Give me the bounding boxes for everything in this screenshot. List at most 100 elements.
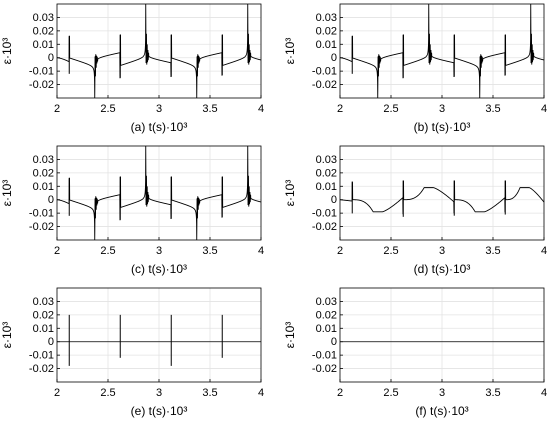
panel-caption: (a) t(s)·10³ <box>131 120 188 134</box>
y-tick-label: 0.02 <box>316 25 337 37</box>
y-tick-label: 0.01 <box>316 181 337 193</box>
x-axis-label: t(s)·10³ <box>149 120 188 134</box>
y-tick-label: 0.03 <box>33 296 54 308</box>
y-tick-label: 0.01 <box>33 39 54 51</box>
y-tick-label: -0.02 <box>29 79 54 91</box>
y-tick-label: 0 <box>48 194 54 206</box>
y-tick-label: -0.01 <box>29 350 54 362</box>
x-tick-label: 2.5 <box>100 103 115 115</box>
y-tick-label: -0.01 <box>312 208 337 220</box>
chart-panel-f: 2 2.5 3 3.5 4 -0.02-0.01 00.01 0.020.03 ε·10³ (f)… <box>283 287 547 418</box>
x-tick-label: 4 <box>541 103 547 115</box>
data-series-line <box>339 3 545 99</box>
y-axis-label: ε·10³ <box>0 180 14 207</box>
x-axis-label: t(s)·10³ <box>432 120 471 134</box>
y-tick-label: 0.02 <box>316 309 337 321</box>
y-tick-label: -0.02 <box>29 221 54 233</box>
y-tick-label: -0.02 <box>312 221 337 233</box>
chart-panel-b: 2 2.5 3 3.5 4 -0.02-0.01 00.01 0.020.03 ε·10³ (b)… <box>283 3 547 134</box>
x-tick-label: 2 <box>54 103 60 115</box>
y-tick-label: 0.03 <box>316 296 337 308</box>
y-tick-label: -0.01 <box>29 66 54 78</box>
panel-label: (c) <box>131 262 148 276</box>
panel-label: (e) <box>131 404 149 418</box>
y-tick-label: 0.03 <box>316 12 337 24</box>
y-tick-label: 0.03 <box>33 154 54 166</box>
x-axis-label: t(s)·10³ <box>149 404 188 418</box>
chart-panel-d: 2 2.5 3 3.5 4 -0.02-0.01 00.01 0.020.03 ε·10³ (d)… <box>283 145 547 276</box>
y-tick-label: -0.01 <box>312 350 337 362</box>
panel-label: (b) <box>414 120 432 134</box>
grid-lines <box>57 146 261 240</box>
panel-caption: (c) t(s)·10³ <box>131 262 187 276</box>
y-tick-label: 0.02 <box>33 167 54 179</box>
x-tick-label: 2 <box>337 245 343 257</box>
x-tick-label: 3 <box>439 103 445 115</box>
x-tick-label: 3.5 <box>202 245 217 257</box>
x-tick-label: 2 <box>54 245 60 257</box>
x-tick-label: 3.5 <box>485 245 500 257</box>
x-tick-label: 3.5 <box>202 103 217 115</box>
chart-panel-c: 2 2.5 3 3.5 4 -0.02-0.01 00.01 0.020.03 ε·10³ (c)… <box>0 145 264 276</box>
y-tick-label: 0 <box>331 194 337 206</box>
x-tick-label: 2.5 <box>100 387 115 399</box>
x-tick-label: 3 <box>156 245 162 257</box>
x-tick-label: 4 <box>258 103 264 115</box>
x-tick-label: 3 <box>439 245 445 257</box>
grid-lines <box>340 146 544 240</box>
panels-group: 2 2.5 3 3.5 4-0.02-0.0100.010.020.03ε·10³(a)… <box>0 3 547 418</box>
y-tick-label: 0.01 <box>316 323 337 335</box>
y-tick-label: 0.02 <box>316 167 337 179</box>
y-tick-label: 0 <box>48 52 54 64</box>
y-tick-label: 0.01 <box>316 39 337 51</box>
x-tick-label: 3 <box>156 387 162 399</box>
y-axis-label: ε·10³ <box>283 180 297 207</box>
x-axis-label: t(s)·10³ <box>432 262 471 276</box>
panel-label: (d) <box>414 262 432 276</box>
panel-caption: (e) t(s)·10³ <box>131 404 188 418</box>
x-tick-label: 2 <box>337 387 343 399</box>
y-tick-label: 0.03 <box>33 12 54 24</box>
y-axis-label: ε·10³ <box>283 38 297 65</box>
x-tick-label: 2.5 <box>383 387 398 399</box>
panel-label: (a) <box>131 120 149 134</box>
y-axis-label: ε·10³ <box>0 322 14 349</box>
y-tick-label: 0.02 <box>33 309 54 321</box>
panel-caption: (f) t(s)·10³ <box>415 404 468 418</box>
x-tick-label: 4 <box>541 387 547 399</box>
y-tick-label: 0 <box>48 336 54 348</box>
y-tick-label: -0.02 <box>312 79 337 91</box>
x-tick-label: 2.5 <box>383 245 398 257</box>
x-axis-label: t(s)·10³ <box>430 404 469 418</box>
x-tick-label: 4 <box>258 387 264 399</box>
x-tick-label: 2 <box>337 103 343 115</box>
x-tick-label: 3 <box>439 387 445 399</box>
x-tick-label: 4 <box>258 245 264 257</box>
y-tick-label: 0 <box>331 336 337 348</box>
x-tick-label: 3 <box>156 103 162 115</box>
x-tick-label: 3.5 <box>202 387 217 399</box>
y-tick-label: 0.01 <box>33 323 54 335</box>
data-series-line <box>56 145 262 241</box>
x-axis-label: t(s)·10³ <box>148 262 187 276</box>
x-tick-label: 2.5 <box>383 103 398 115</box>
y-tick-label: -0.01 <box>29 208 54 220</box>
y-tick-label: 0.01 <box>33 181 54 193</box>
grid-lines <box>340 4 544 98</box>
y-tick-label: 0.02 <box>33 25 54 37</box>
chart-panel-e: 2 2.5 3 3.5 4 -0.02-0.01 00.01 0.020.03 ε·10³ (e)… <box>0 287 264 418</box>
panel-label: (f) <box>415 404 430 418</box>
x-tick-label: 3.5 <box>485 387 500 399</box>
data-series-line <box>56 3 262 99</box>
x-tick-label: 2.5 <box>100 245 115 257</box>
x-tick-label: 4 <box>541 245 547 257</box>
y-tick-label: 0 <box>331 52 337 64</box>
grid-lines <box>57 4 261 98</box>
y-axis-label: ε·10³ <box>283 322 297 349</box>
y-tick-label: 0.03 <box>316 154 337 166</box>
x-tick-label: 3.5 <box>485 103 500 115</box>
data-series-line <box>339 180 545 215</box>
y-tick-label: -0.02 <box>312 363 337 375</box>
